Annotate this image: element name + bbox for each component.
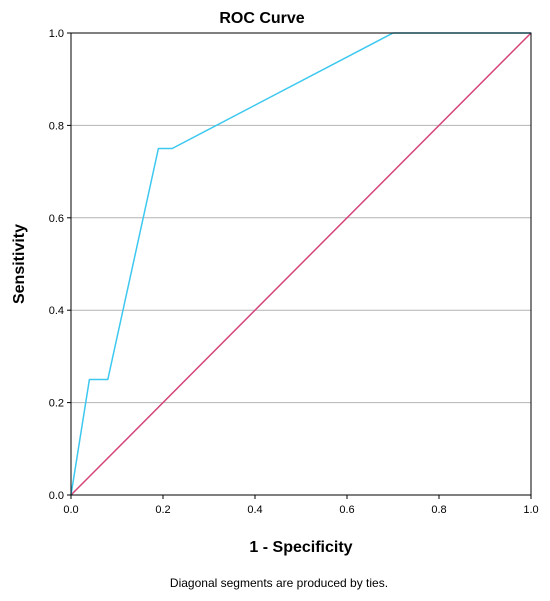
x-tick-label-5: 1.0 — [523, 504, 538, 516]
x-axis-label: 1 - Specificity — [249, 539, 352, 556]
y-tick-label-0: 0.0 — [49, 490, 64, 502]
x-tick-label-1: 0.2 — [155, 504, 170, 516]
chart-title: ROC Curve — [219, 10, 304, 27]
footnote: Diagonal segments are produced by ties. — [170, 576, 388, 590]
x-tick-label-3: 0.6 — [339, 504, 354, 516]
y-axis-label: Sensitivity — [11, 224, 28, 304]
plot-frame — [70, 32, 532, 496]
y-axis-ticks: 0.0 0.2 0.4 0.6 0.8 1.0 — [49, 28, 71, 502]
y-tick-label-2: 0.4 — [49, 305, 64, 317]
y-tick-label-4: 0.8 — [49, 120, 64, 132]
x-axis-ticks: 0.0 0.2 0.4 0.6 0.8 1.0 — [63, 495, 539, 516]
reference-diagonal-line — [70, 32, 532, 496]
x-tick-label-0: 0.0 — [63, 504, 78, 516]
series-layer — [70, 32, 532, 496]
y-tick-label-1: 0.2 — [49, 398, 64, 410]
x-tick-label-2: 0.4 — [247, 504, 262, 516]
y-tick-label-3: 0.6 — [49, 213, 64, 225]
y-tick-label-5: 1.0 — [49, 28, 64, 40]
x-tick-label-4: 0.8 — [431, 504, 446, 516]
gridlines — [71, 124, 531, 404]
